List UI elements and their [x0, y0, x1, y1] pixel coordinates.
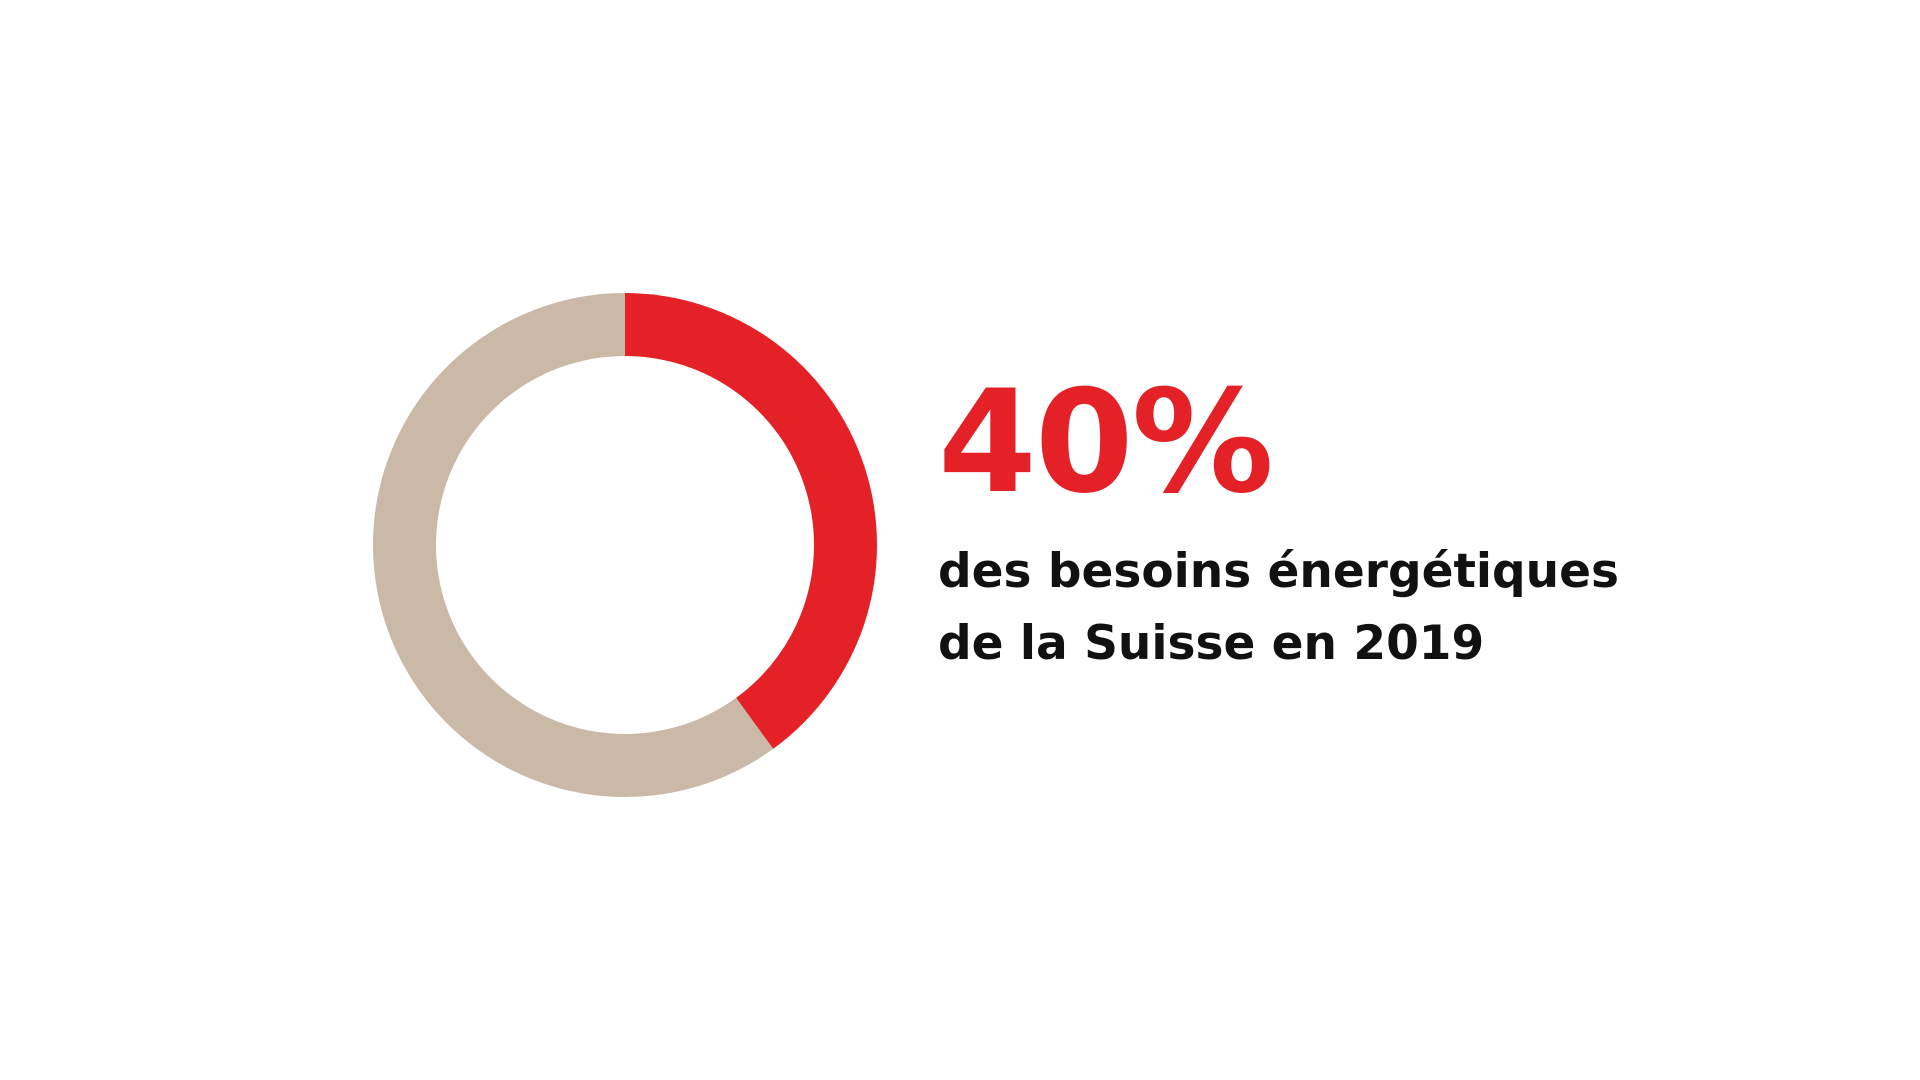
caption-line-2: de la Suisse en 2019	[938, 616, 1485, 671]
donut-slice-1	[625, 293, 878, 749]
caption-line-1: des besoins énergétiques	[938, 544, 1619, 599]
donut-chart	[373, 293, 878, 797]
caption: des besoins énergétiques de la Suisse en…	[938, 536, 1619, 680]
percentage-value: 40%	[938, 360, 1274, 525]
donut-slice-2	[373, 293, 774, 797]
figure-text: 40% des besoins énergétiques de la Suiss…	[938, 372, 1619, 680]
